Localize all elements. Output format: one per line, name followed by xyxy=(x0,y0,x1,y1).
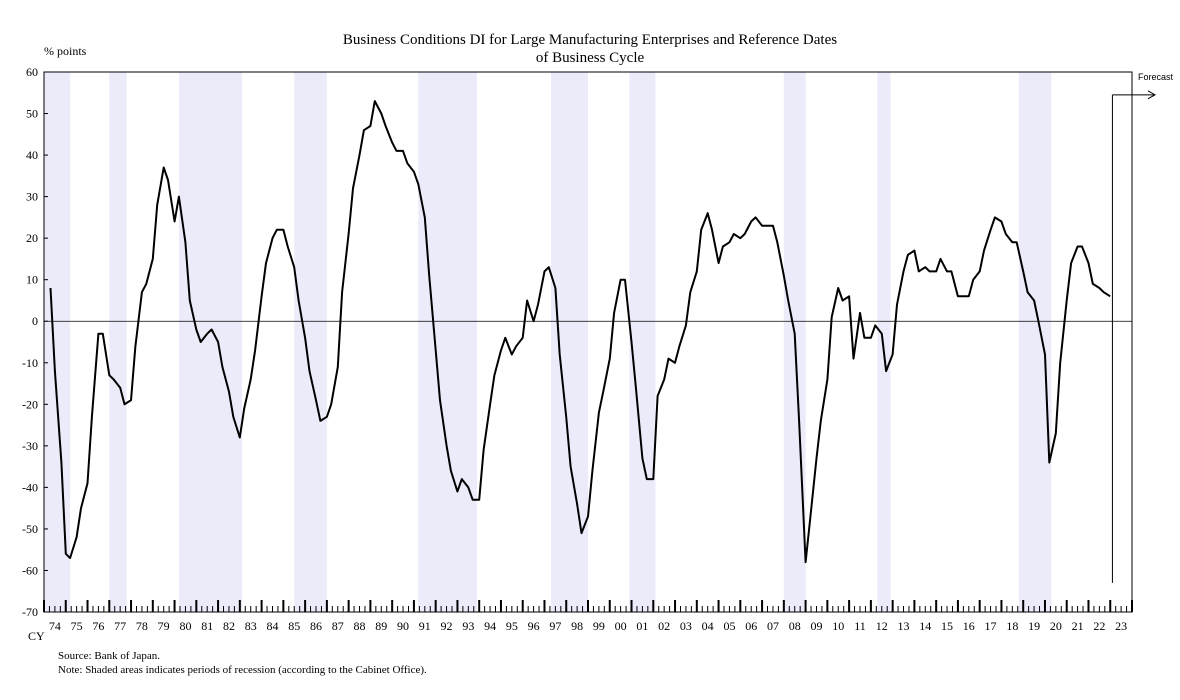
x-tick-label-13: 13 xyxy=(898,619,910,633)
y-tick-label-11: -50 xyxy=(22,522,38,536)
x-tick-label-22: 22 xyxy=(1093,619,1105,633)
forecast-arrow-head xyxy=(1147,90,1157,100)
recession-band-0 xyxy=(44,72,71,612)
chart-title: Business Conditions DI for Large Manufac… xyxy=(342,32,838,48)
y-tick-label-3: 30 xyxy=(26,190,38,204)
x-tick-label-88: 88 xyxy=(354,619,366,633)
x-tick-label-05: 05 xyxy=(723,619,735,633)
x-tick-label-98: 98 xyxy=(571,619,583,633)
x-tick-label-09: 09 xyxy=(810,619,822,633)
x-tick-label-93: 93 xyxy=(462,619,474,633)
x-tick-label-77: 77 xyxy=(114,619,126,633)
x-tick-label-87: 87 xyxy=(332,619,344,633)
x-tick-label-74: 74 xyxy=(49,619,61,633)
x-tick-label-14: 14 xyxy=(919,619,931,633)
y-tick-label-9: -30 xyxy=(22,439,38,453)
x-tick-label-17: 17 xyxy=(985,619,997,633)
x-tick-label-94: 94 xyxy=(484,619,496,633)
x-tick-label-10: 10 xyxy=(832,619,844,633)
chart-subtitle: of Business Cycle xyxy=(535,50,645,66)
y-tick-label-8: -20 xyxy=(22,397,38,411)
recession-band-5 xyxy=(551,72,588,612)
x-tick-label-15: 15 xyxy=(941,619,953,633)
recession-band-4 xyxy=(418,72,478,612)
forecast-label: Forecast xyxy=(1138,72,1174,82)
x-tick-label-02: 02 xyxy=(658,619,670,633)
x-tick-label-20: 20 xyxy=(1050,619,1062,633)
y-tick-label-10: -40 xyxy=(22,480,38,494)
x-tick-label-00: 00 xyxy=(615,619,627,633)
recession-band-9 xyxy=(1018,72,1052,612)
x-tick-label-79: 79 xyxy=(158,619,170,633)
x-tick-label-83: 83 xyxy=(245,619,257,633)
recession-note: Note: Shaded areas indicates periods of … xyxy=(58,664,427,676)
x-tick-label-82: 82 xyxy=(223,619,235,633)
x-tick-label-90: 90 xyxy=(397,619,409,633)
y-tick-label-5: 10 xyxy=(26,273,38,287)
x-tick-label-78: 78 xyxy=(136,619,148,633)
x-tick-label-11: 11 xyxy=(854,619,866,633)
source-note: Source: Bank of Japan. xyxy=(58,650,161,662)
x-tick-label-76: 76 xyxy=(92,619,104,633)
x-tick-label-23: 23 xyxy=(1115,619,1127,633)
recession-band-2 xyxy=(178,72,243,612)
x-tick-label-07: 07 xyxy=(767,619,779,633)
y-tick-label-2: 40 xyxy=(26,148,38,162)
y-tick-label-13: -70 xyxy=(22,605,38,619)
x-tick-label-99: 99 xyxy=(593,619,605,633)
x-tick-label-75: 75 xyxy=(71,619,83,633)
x-tick-label-08: 08 xyxy=(789,619,801,633)
x-tick-label-97: 97 xyxy=(549,619,561,633)
x-tick-label-16: 16 xyxy=(963,619,975,633)
y-axis-label: % points xyxy=(44,44,87,58)
x-tick-label-92: 92 xyxy=(441,619,453,633)
y-tick-label-12: -60 xyxy=(22,563,38,577)
x-tick-label-04: 04 xyxy=(702,619,714,633)
recession-band-3 xyxy=(294,72,327,612)
x-tick-label-89: 89 xyxy=(375,619,387,633)
x-tick-label-21: 21 xyxy=(1072,619,1084,633)
recession-band-8 xyxy=(877,72,891,612)
y-tick-label-6: 0 xyxy=(32,314,38,328)
x-tick-label-12: 12 xyxy=(876,619,888,633)
y-tick-label-0: 60 xyxy=(26,65,38,79)
x-tick-label-85: 85 xyxy=(288,619,300,633)
x-tick-label-06: 06 xyxy=(745,619,757,633)
x-tick-label-03: 03 xyxy=(680,619,692,633)
recession-band-1 xyxy=(109,72,127,612)
recession-band-6 xyxy=(629,72,656,612)
series-line-0 xyxy=(49,100,1111,564)
x-tick-label-80: 80 xyxy=(179,619,191,633)
y-tick-label-4: 20 xyxy=(26,231,38,245)
y-tick-label-7: -10 xyxy=(22,356,38,370)
x-tick-label-18: 18 xyxy=(1006,619,1018,633)
y-tick-label-1: 50 xyxy=(26,107,38,121)
x-axis-label: CY xyxy=(28,629,45,643)
x-tick-label-01: 01 xyxy=(636,619,648,633)
x-tick-label-86: 86 xyxy=(310,619,322,633)
x-tick-label-91: 91 xyxy=(419,619,431,633)
x-tick-label-95: 95 xyxy=(506,619,518,633)
x-tick-label-19: 19 xyxy=(1028,619,1040,633)
x-tick-label-81: 81 xyxy=(201,619,213,633)
x-tick-label-96: 96 xyxy=(528,619,540,633)
x-tick-label-84: 84 xyxy=(266,619,278,633)
